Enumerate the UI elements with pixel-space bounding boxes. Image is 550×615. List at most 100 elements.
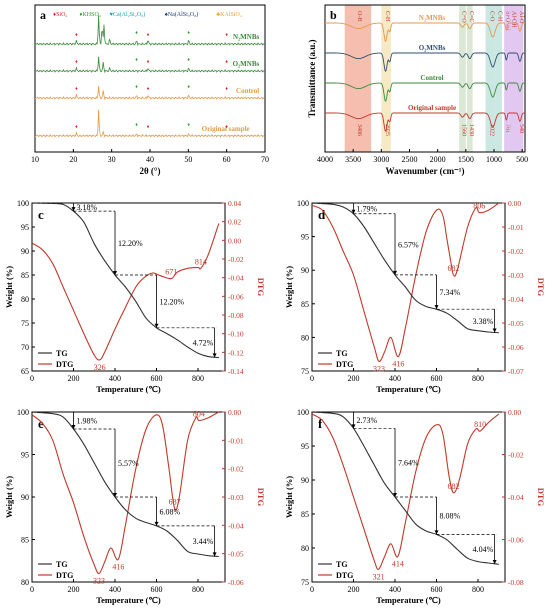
x-tick-label: 600 <box>151 585 163 594</box>
panel-b-band-value: 2925 <box>384 124 390 136</box>
step-label: 6.08% <box>160 507 181 516</box>
panel-e-frame <box>31 411 226 583</box>
step-arrowhead <box>393 270 398 275</box>
y2-tick-label: -0.03 <box>508 271 524 280</box>
panel-d-ylabel: Weight (%) <box>284 266 294 308</box>
y-tick-label: 95 <box>301 233 309 242</box>
y-tick-label: 75 <box>301 578 309 587</box>
panel-b-series-line <box>325 52 525 72</box>
panel-b-band <box>459 5 466 152</box>
panel-b-band-label: Al-OH <box>511 11 517 28</box>
panel-a-peak-marker: ♦ <box>187 58 190 63</box>
panel-a-series-label: Control <box>236 87 259 95</box>
panel-b-band-label: O-H <box>356 11 362 22</box>
x-tick-label: 200 <box>68 585 80 594</box>
y-tick-label: 80 <box>21 578 29 587</box>
panel-b-xtick-label: 1000 <box>486 155 502 164</box>
dtg-peak-label: 810 <box>474 420 486 429</box>
x-tick-label: 200 <box>348 374 360 383</box>
panel-a-xtick-label: 10 <box>31 155 39 164</box>
y2-tick-label: 0.02 <box>228 218 241 227</box>
step-arrowhead <box>113 493 118 497</box>
tg-line <box>31 411 219 558</box>
y2-tick-label: -0.02 <box>228 255 244 264</box>
panel-a-xtick-label: 50 <box>184 155 192 164</box>
legend-tg-label: TG <box>56 349 68 358</box>
x-tick-label: 800 <box>192 374 204 383</box>
y2-tick-label: -0.04 <box>508 493 524 502</box>
y-tick-label: 95 <box>21 223 29 232</box>
panel-f-letter: f <box>318 416 323 431</box>
y2-tick-label: -0.06 <box>508 343 524 352</box>
panel-b-xtick-label: 3500 <box>345 155 361 164</box>
y2-tick-label: -0.08 <box>228 311 244 320</box>
dtg-peak-label: 414 <box>392 560 404 569</box>
y-tick-label: 85 <box>21 536 29 545</box>
y2-tick-label: 0.00 <box>228 408 241 417</box>
panel-e-xlabel: Temperature (℃) <box>96 595 161 605</box>
panel-a-peak-marker: ♦ <box>75 125 78 130</box>
y-tick-label: 70 <box>21 343 29 352</box>
tg-line <box>311 411 499 565</box>
panel-a-peak-marker: ♦ <box>225 125 228 130</box>
y2-tick-label: -0.12 <box>228 348 244 357</box>
panel-a-peak-marker: ♦ <box>75 87 78 92</box>
panel-b-band-label: C=C <box>468 11 474 22</box>
panel-b-series-line <box>325 82 525 102</box>
y-tick-label: 95 <box>21 451 29 460</box>
y2-tick-label: -0.06 <box>228 578 244 587</box>
y2-tick-label: -0.01 <box>508 223 524 232</box>
step-arrowhead <box>212 552 217 557</box>
panel-b-xtick-label: 4000 <box>317 155 333 164</box>
x-tick-label: 600 <box>151 374 163 383</box>
panel-b-xtick-label: 2000 <box>430 155 446 164</box>
step-label: 8.08% <box>440 512 461 521</box>
y2-tick-label: -0.06 <box>508 536 524 545</box>
y2-tick-label: -0.02 <box>228 465 244 474</box>
dtg-line <box>311 413 500 570</box>
panel-b-band <box>516 5 524 152</box>
y-tick-label: 65 <box>21 367 29 376</box>
dtg-peak-label: 416 <box>112 562 124 571</box>
x-tick-label: 600 <box>431 374 443 383</box>
tg-line <box>311 202 499 334</box>
x-tick-label: 800 <box>192 585 204 594</box>
legend-tg-label: TG <box>336 349 348 358</box>
panel-d: d 0 200 400 600 800 75 80 85 90 95 100 0.00 -0.01 -0.0… <box>284 199 546 394</box>
panel-c-letter: c <box>38 207 44 222</box>
x-tick-label: 0 <box>30 585 34 594</box>
panel-a-legend-item: ♣KAlSiO₄ <box>216 12 242 18</box>
panel-b-series-label: Control <box>420 74 443 82</box>
panel-f-frame <box>311 411 506 583</box>
panel-b-band <box>508 5 517 152</box>
panel-a-legend-item: ♦KHSO₄ <box>79 12 101 18</box>
y-tick-label: 85 <box>301 510 309 519</box>
y2-tick-label: -0.03 <box>228 493 244 502</box>
step-arrowhead <box>212 353 217 358</box>
y-tick-label: 95 <box>301 442 309 451</box>
step-label: 3.38% <box>473 317 494 326</box>
panel-b-band-value: 781 <box>504 124 510 133</box>
legend-dtg-label: DTG <box>336 571 353 580</box>
y2-tick-label: -0.05 <box>228 550 244 559</box>
panel-a-peak-marker: ♦ <box>147 125 150 130</box>
panel-a-peak-marker: ♦ <box>75 33 78 38</box>
step-label: 1.79% <box>357 204 378 213</box>
panel-e-letter: e <box>38 416 44 431</box>
panel-a-xlabel: 2θ (°) <box>139 166 160 176</box>
legend-dtg-label: DTG <box>56 571 73 580</box>
x-tick-label: 0 <box>310 585 314 594</box>
x-tick-label: 400 <box>389 585 401 594</box>
step-label: 12.20% <box>160 297 185 306</box>
panel-f-y2label: DTG <box>536 488 546 507</box>
x-tick-label: 800 <box>472 374 484 383</box>
panel-a-peak-marker: ♦ <box>147 60 150 65</box>
step-label: 3.44% <box>193 537 214 546</box>
panel-b-band-label: C-H <box>497 11 503 22</box>
panel-f-ylabel: Weight (%) <box>284 476 294 518</box>
step-arrowhead <box>492 560 497 565</box>
y2-tick-label: -0.07 <box>508 367 524 376</box>
